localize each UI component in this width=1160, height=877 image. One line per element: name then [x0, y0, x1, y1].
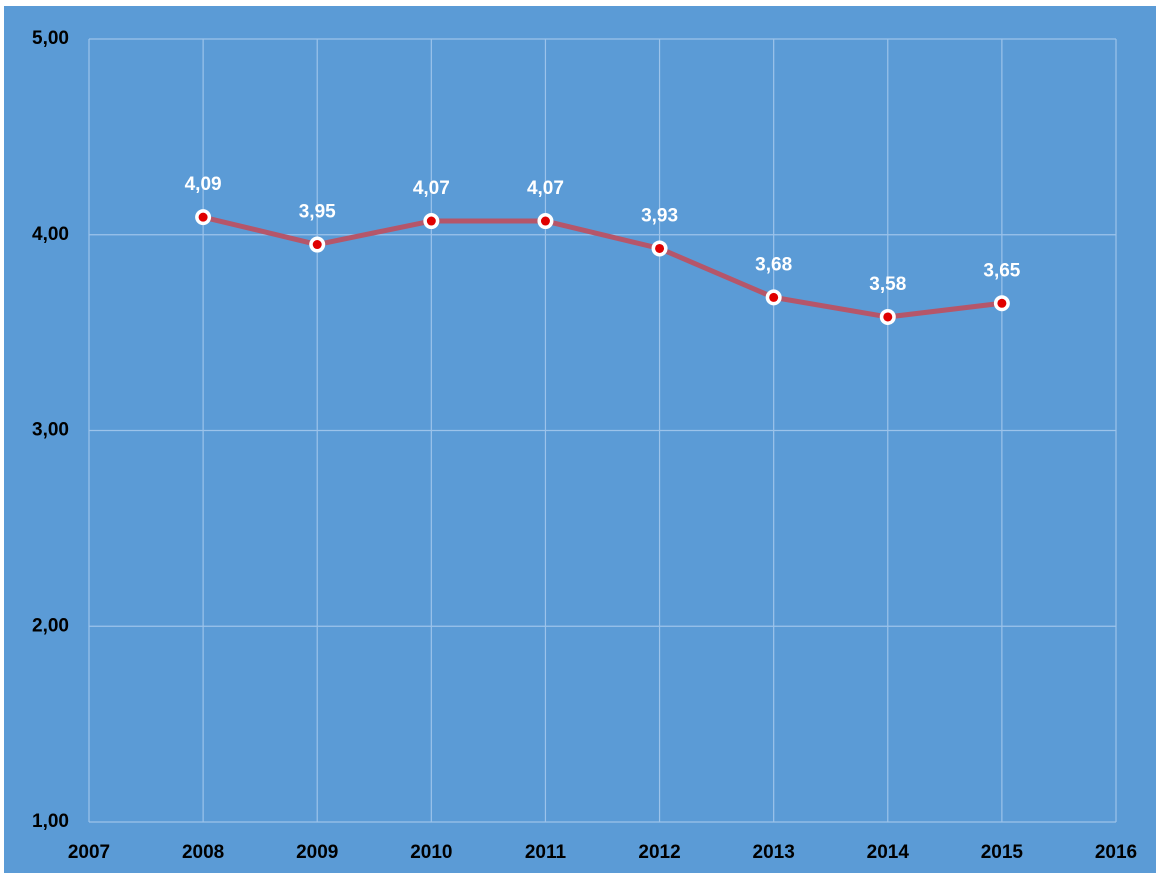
y-tick-label: 3,00 [32, 420, 69, 441]
x-tick-label: 2014 [867, 842, 910, 863]
data-label: 3,95 [299, 202, 336, 223]
y-tick-label: 5,00 [32, 28, 69, 49]
x-tick-label: 2008 [182, 842, 224, 863]
marker-center [540, 216, 550, 226]
x-tick-label: 2010 [410, 842, 452, 863]
marker-center [198, 212, 208, 222]
y-tick-label: 4,00 [32, 224, 69, 245]
marker-center [769, 292, 779, 302]
x-tick-label: 2012 [638, 842, 680, 863]
marker-center [997, 298, 1007, 308]
line [202, 214, 1003, 320]
data-label: 4,07 [413, 178, 450, 199]
marker-center [312, 240, 322, 250]
y-tick-label: 1,00 [32, 811, 69, 832]
data-label: 4,07 [527, 178, 564, 199]
x-tick-label: 2016 [1095, 842, 1137, 863]
data-label: 3,65 [983, 260, 1020, 281]
data-label: 4,09 [185, 174, 222, 195]
marker-center [426, 216, 436, 226]
data-label: 3,58 [869, 274, 906, 295]
y-tick-label: 2,00 [32, 615, 69, 636]
x-tick-label: 2011 [525, 842, 567, 863]
x-tick-label: 2013 [753, 842, 795, 863]
marker-center [655, 243, 665, 253]
chart-background [4, 6, 1156, 873]
data-label: 3,93 [641, 205, 678, 226]
x-tick-label: 2009 [296, 842, 338, 863]
data-label: 3,68 [755, 254, 792, 275]
x-tick-label: 2015 [981, 842, 1024, 863]
x-tick-label: 2007 [68, 842, 110, 863]
marker-center [883, 312, 893, 322]
